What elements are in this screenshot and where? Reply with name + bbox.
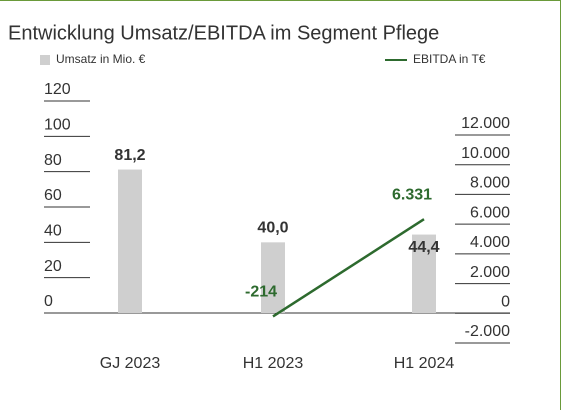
legend-label: EBITDA in T€ (413, 52, 486, 66)
y-tick-label: 40 (44, 223, 62, 240)
y2-tick-label: 12.000 (461, 115, 510, 132)
y2-tick-label: 0 (501, 294, 510, 311)
x-tick-label: GJ 2023 (100, 355, 161, 372)
legend-swatch (40, 55, 50, 65)
y-tick-label: 20 (44, 258, 62, 275)
y2-tick-label: -2.000 (465, 323, 510, 340)
y2-tick-label: 8.000 (470, 175, 510, 192)
x-tick-label: H1 2024 (394, 355, 455, 372)
y-tick-label: 60 (44, 187, 62, 204)
y-tick-label: 100 (44, 117, 71, 134)
y-tick-label: 80 (44, 152, 62, 169)
bar-value-label: 40,0 (257, 220, 288, 237)
line-value-label: 6.331 (392, 186, 432, 203)
bar (412, 234, 436, 313)
y2-tick-label: 4.000 (470, 234, 510, 251)
y2-tick-label: 2.000 (470, 264, 510, 281)
legend-label: Umsatz in Mio. € (56, 52, 146, 66)
bar-value-label: 81,2 (114, 147, 145, 164)
line (272, 218, 425, 318)
bar (118, 169, 142, 313)
chart-title: Entwicklung Umsatz/EBITDA im Segment Pfl… (8, 22, 439, 44)
bar (261, 242, 285, 313)
x-tick-label: H1 2023 (243, 355, 304, 372)
y2-tick-label: 6.000 (470, 204, 510, 221)
y-tick-label: 0 (44, 293, 53, 310)
y2-tick-label: 10.000 (461, 145, 510, 162)
bar-value-label: 44,4 (408, 239, 439, 256)
y-tick-label: 120 (44, 81, 71, 98)
line-value-label: -214 (245, 284, 277, 301)
